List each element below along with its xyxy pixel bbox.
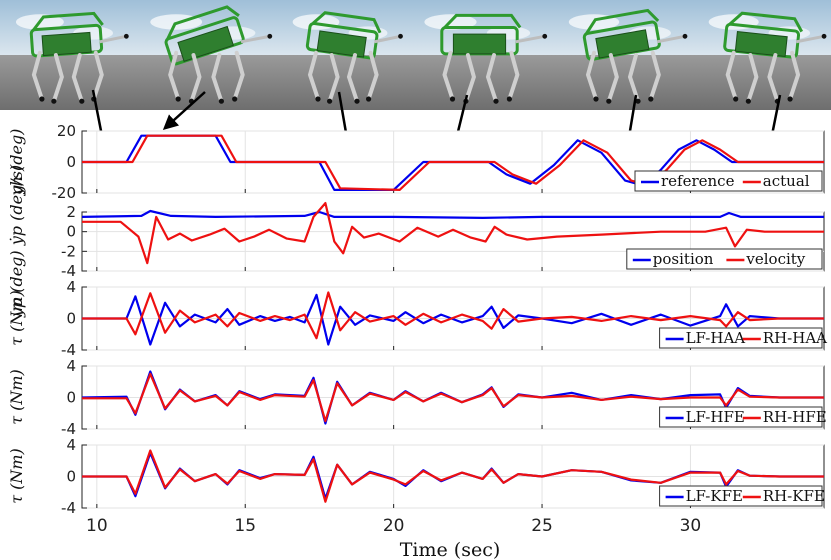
robot-snapshot [133, 0, 277, 110]
y-tick-label: -4 [61, 499, 76, 517]
x-axis-label: Time (sec) [400, 539, 501, 560]
y-tick-label: -2 [61, 242, 76, 260]
y-tick-label: 0 [66, 153, 76, 171]
legend-entry: actual [763, 172, 810, 190]
y-tick-label: 0 [66, 310, 76, 328]
subplot: -20 0 20 yh (deg) reference actual [7, 122, 825, 202]
series-line [82, 134, 824, 191]
robot-body [582, 8, 661, 61]
y-tick-label: 4 [66, 278, 76, 296]
x-tick-label: 10 [86, 516, 108, 536]
legend-entry: reference [661, 172, 735, 190]
x-tick-label: 15 [234, 516, 256, 536]
legend-entry: RH-HAA [763, 329, 827, 347]
legend-entry: LF-HAA [686, 329, 746, 347]
y-tick-label: -4 [61, 262, 76, 280]
robot-snapshot [692, 0, 831, 110]
x-tick-label: 25 [531, 516, 553, 536]
y-tick-label: 20 [57, 122, 76, 140]
legend-entry: RH-KFE [763, 487, 825, 505]
robot-snapshot [277, 0, 407, 110]
y-tick-label: 0 [66, 389, 76, 407]
robot-body [29, 11, 104, 58]
x-tick-label: 30 [680, 516, 702, 536]
legend-entry: RH-HFE [763, 408, 827, 426]
y-tick-label: 0 [66, 223, 76, 241]
y-tick-label: -20 [52, 184, 77, 202]
series-line [82, 202, 824, 265]
series-line [81, 209, 824, 219]
y-axis-label: τ (Nm) [7, 290, 26, 346]
legend-entry: LF-HFE [686, 408, 745, 426]
y-tick-label: -4 [61, 420, 76, 438]
series-line [82, 449, 824, 503]
series-line [82, 134, 824, 191]
x-tick-label: 20 [383, 516, 405, 536]
robot-body [723, 11, 804, 59]
legend: LF-HFE RH-HFE [659, 406, 827, 428]
legend-entry: velocity [745, 250, 805, 268]
y-axis-label: τ (Nm) [7, 448, 26, 504]
robot-body [164, 5, 245, 66]
y-tick-label: 2 [66, 203, 76, 221]
legend: LF-KFE RH-KFE [659, 485, 825, 507]
robot-snapshot [552, 0, 692, 110]
subplot: -4 0 4 τ (Nm) LF-HFE RH-HFE [7, 357, 827, 438]
legend: LF-HAA RH-HAA [659, 327, 827, 349]
y-axis-label: τ (Nm) [7, 369, 26, 425]
y-axis-label: yh (deg) [7, 129, 26, 197]
series-line [82, 372, 824, 423]
subplot: -4 0 4 τ (Nm) LF-HAA RH-HAA [7, 278, 827, 359]
robot-snapshot [407, 0, 552, 110]
snapshot-arrow [162, 91, 206, 131]
y-tick-label: -4 [61, 341, 76, 359]
legend: position velocity [626, 248, 823, 270]
legend: reference actual [634, 170, 823, 192]
legend-entry: LF-KFE [686, 487, 743, 505]
y-axis-label: yp (deg) ẏp (deg/s) [7, 165, 26, 318]
robot-snapshot [0, 0, 133, 110]
x-axis: 10 15 20 25 30 [86, 516, 701, 536]
legend-entry: position [653, 250, 714, 268]
snapshot-strip [0, 0, 831, 110]
series-line [82, 291, 824, 340]
y-tick-label: 4 [66, 357, 76, 375]
robot-body [305, 11, 382, 60]
subplot: -4 0 4 τ (Nm) LF-KFE RH-KFE [7, 436, 825, 517]
y-tick-label: 4 [66, 436, 76, 454]
y-tick-label: 0 [66, 468, 76, 486]
